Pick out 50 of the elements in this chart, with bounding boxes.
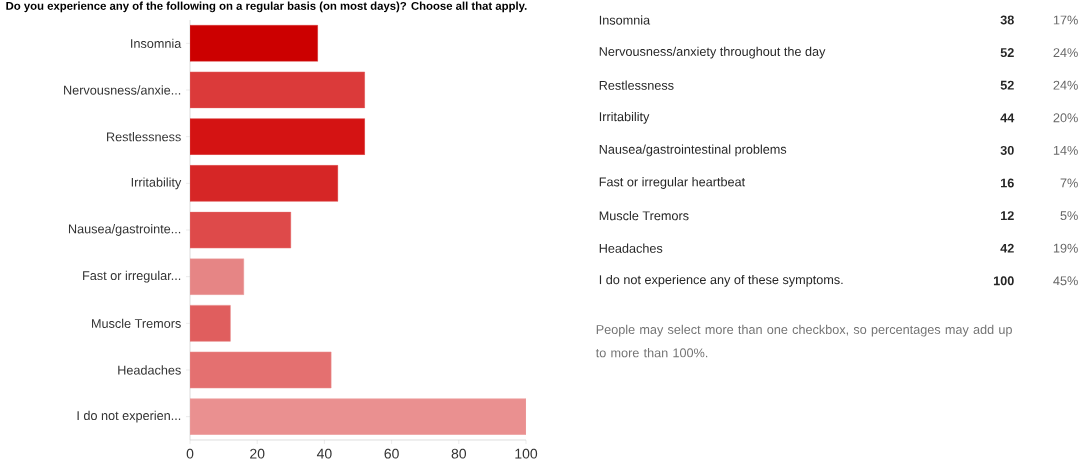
data-label: 24% (1053, 48, 1078, 58)
data-label: 19% (1053, 243, 1078, 253)
y-tick-label: Restlessness (107, 132, 181, 142)
bar (190, 71, 365, 109)
category-label: I do not experience any of these symptoms. (599, 274, 843, 287)
bar (190, 211, 292, 249)
text: People may select more than one checkbox, so percentages may add up to more than 100%. (595, 324, 1012, 358)
x-tick-label: 20 (250, 448, 265, 459)
bar (190, 165, 339, 202)
data-label: 20% (1053, 113, 1078, 123)
bar (190, 398, 526, 435)
y-tick-label: Insomnia (131, 38, 182, 48)
x-tick-label: 80 (451, 448, 467, 459)
bar (190, 118, 365, 155)
bar (190, 258, 245, 295)
data-label: 17% (1053, 15, 1078, 25)
y-tick-label: Headaches (118, 365, 181, 375)
data-label: 7% (1060, 178, 1078, 188)
x-tick-label: 100 (515, 448, 538, 459)
x-tick-label: 60 (384, 448, 399, 459)
data-label: 100 (993, 276, 1014, 286)
chart-title: Do you experience any of the following on a regular basis (on most days)? Choose all that apply. (6, 1, 527, 13)
data-label: 45% (1053, 276, 1078, 286)
y-tick-label: Muscle Tremors (92, 318, 181, 328)
category-label: Muscle Tremors (599, 210, 689, 221)
data-label: 14% (1053, 145, 1078, 155)
data-label: 16 (1001, 178, 1014, 188)
category-label: Headaches (599, 243, 663, 253)
y-tick-label: Irritability (131, 177, 182, 190)
y-tick-label: Nervousness/anxie... (64, 85, 181, 95)
data-label: 30 (1000, 145, 1014, 155)
y-tick-label: I do not experien... (77, 410, 181, 423)
category-label: Restlessness (599, 80, 674, 90)
category-label: Fast or irregular heartbeat (599, 177, 746, 189)
data-label: 5% (1060, 211, 1078, 221)
category-label: Insomnia (599, 15, 651, 25)
data-label: 42 (1000, 243, 1014, 253)
data-label: 44 (1000, 113, 1015, 123)
y-tick-label: Fast or irregular... (83, 270, 181, 283)
data-label: 52 (1000, 80, 1014, 90)
y-tick-label: Nausea/gastrointe... (68, 224, 181, 236)
category-label: Nausea/gastrointestinal problems (599, 144, 787, 157)
x-tick-label: 0 (186, 448, 194, 459)
category-label: Nervousness/anxiety throughout the day (599, 46, 826, 59)
category-label: Irritability (599, 111, 650, 124)
data-label: 52 (1000, 48, 1014, 58)
data-label: 24% (1053, 80, 1078, 90)
x-tick-label: 40 (316, 448, 332, 459)
data-label: 12 (1001, 211, 1014, 221)
data-label: 38 (1000, 15, 1014, 25)
